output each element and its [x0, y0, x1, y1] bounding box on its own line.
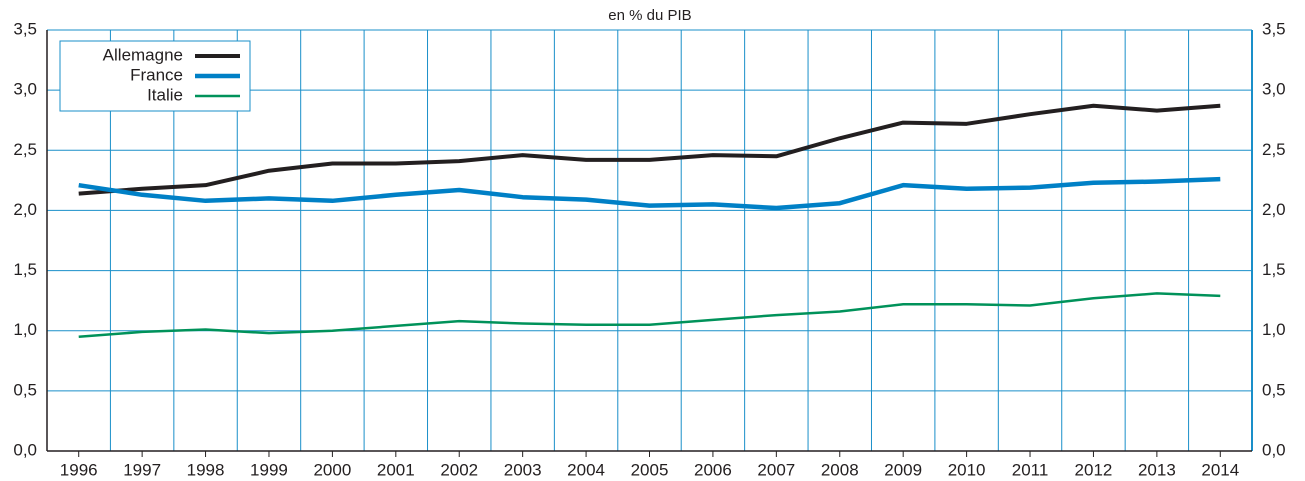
x-tick-label: 2009: [884, 460, 922, 479]
y2-tick-label: 0,0: [1262, 440, 1286, 459]
x-tick-label: 2007: [757, 460, 795, 479]
y-tick-label: 3,5: [13, 19, 37, 38]
y2-tick-label: 0,5: [1262, 380, 1286, 399]
series-line: [78, 176, 1221, 211]
x-tick-label: 1996: [60, 460, 98, 479]
x-tick-label: 2001: [377, 460, 415, 479]
x-tick-label: 2006: [694, 460, 732, 479]
series-line: [78, 292, 1221, 338]
legend-label: France: [130, 65, 183, 84]
y2-tick-label: 3,5: [1262, 19, 1286, 38]
y2-tick-label: 1,0: [1262, 320, 1286, 339]
y-tick-label: 3,0: [13, 80, 37, 99]
y2-tick-label: 3,0: [1262, 80, 1286, 99]
x-tick-label: 2003: [504, 460, 542, 479]
y-tick-label: 1,0: [13, 320, 37, 339]
legend-label: Italie: [147, 85, 183, 104]
chart-title: en % du PIB: [608, 7, 691, 24]
x-tick-label: 2013: [1138, 460, 1176, 479]
y2-tick-label: 2,5: [1262, 140, 1286, 159]
y2-tick-label: 2,0: [1262, 200, 1286, 219]
y-tick-label: 0,0: [13, 440, 37, 459]
x-tick-label: 2005: [631, 460, 669, 479]
x-tick-label: 2008: [821, 460, 859, 479]
x-tick-label: 2002: [440, 460, 478, 479]
series-line: [78, 103, 1221, 196]
y2-tick-label: 1,5: [1262, 260, 1286, 279]
x-tick-label: 1998: [187, 460, 225, 479]
x-tick-label: 2011: [1012, 460, 1049, 479]
x-tick-label: 2000: [313, 460, 351, 479]
legend-label: Allemagne: [103, 45, 183, 64]
y-tick-label: 2,0: [13, 200, 37, 219]
x-tick-label: 2010: [948, 460, 986, 479]
y-tick-label: 1,5: [13, 260, 37, 279]
x-tick-label: 1997: [123, 460, 161, 479]
x-tick-label: 2004: [567, 460, 605, 479]
x-tick-label: 2012: [1075, 460, 1113, 479]
y-tick-label: 0,5: [13, 380, 37, 399]
x-tick-label: 1999: [250, 460, 288, 479]
x-tick-label: 2014: [1201, 460, 1239, 479]
y-tick-label: 2,5: [13, 140, 37, 159]
